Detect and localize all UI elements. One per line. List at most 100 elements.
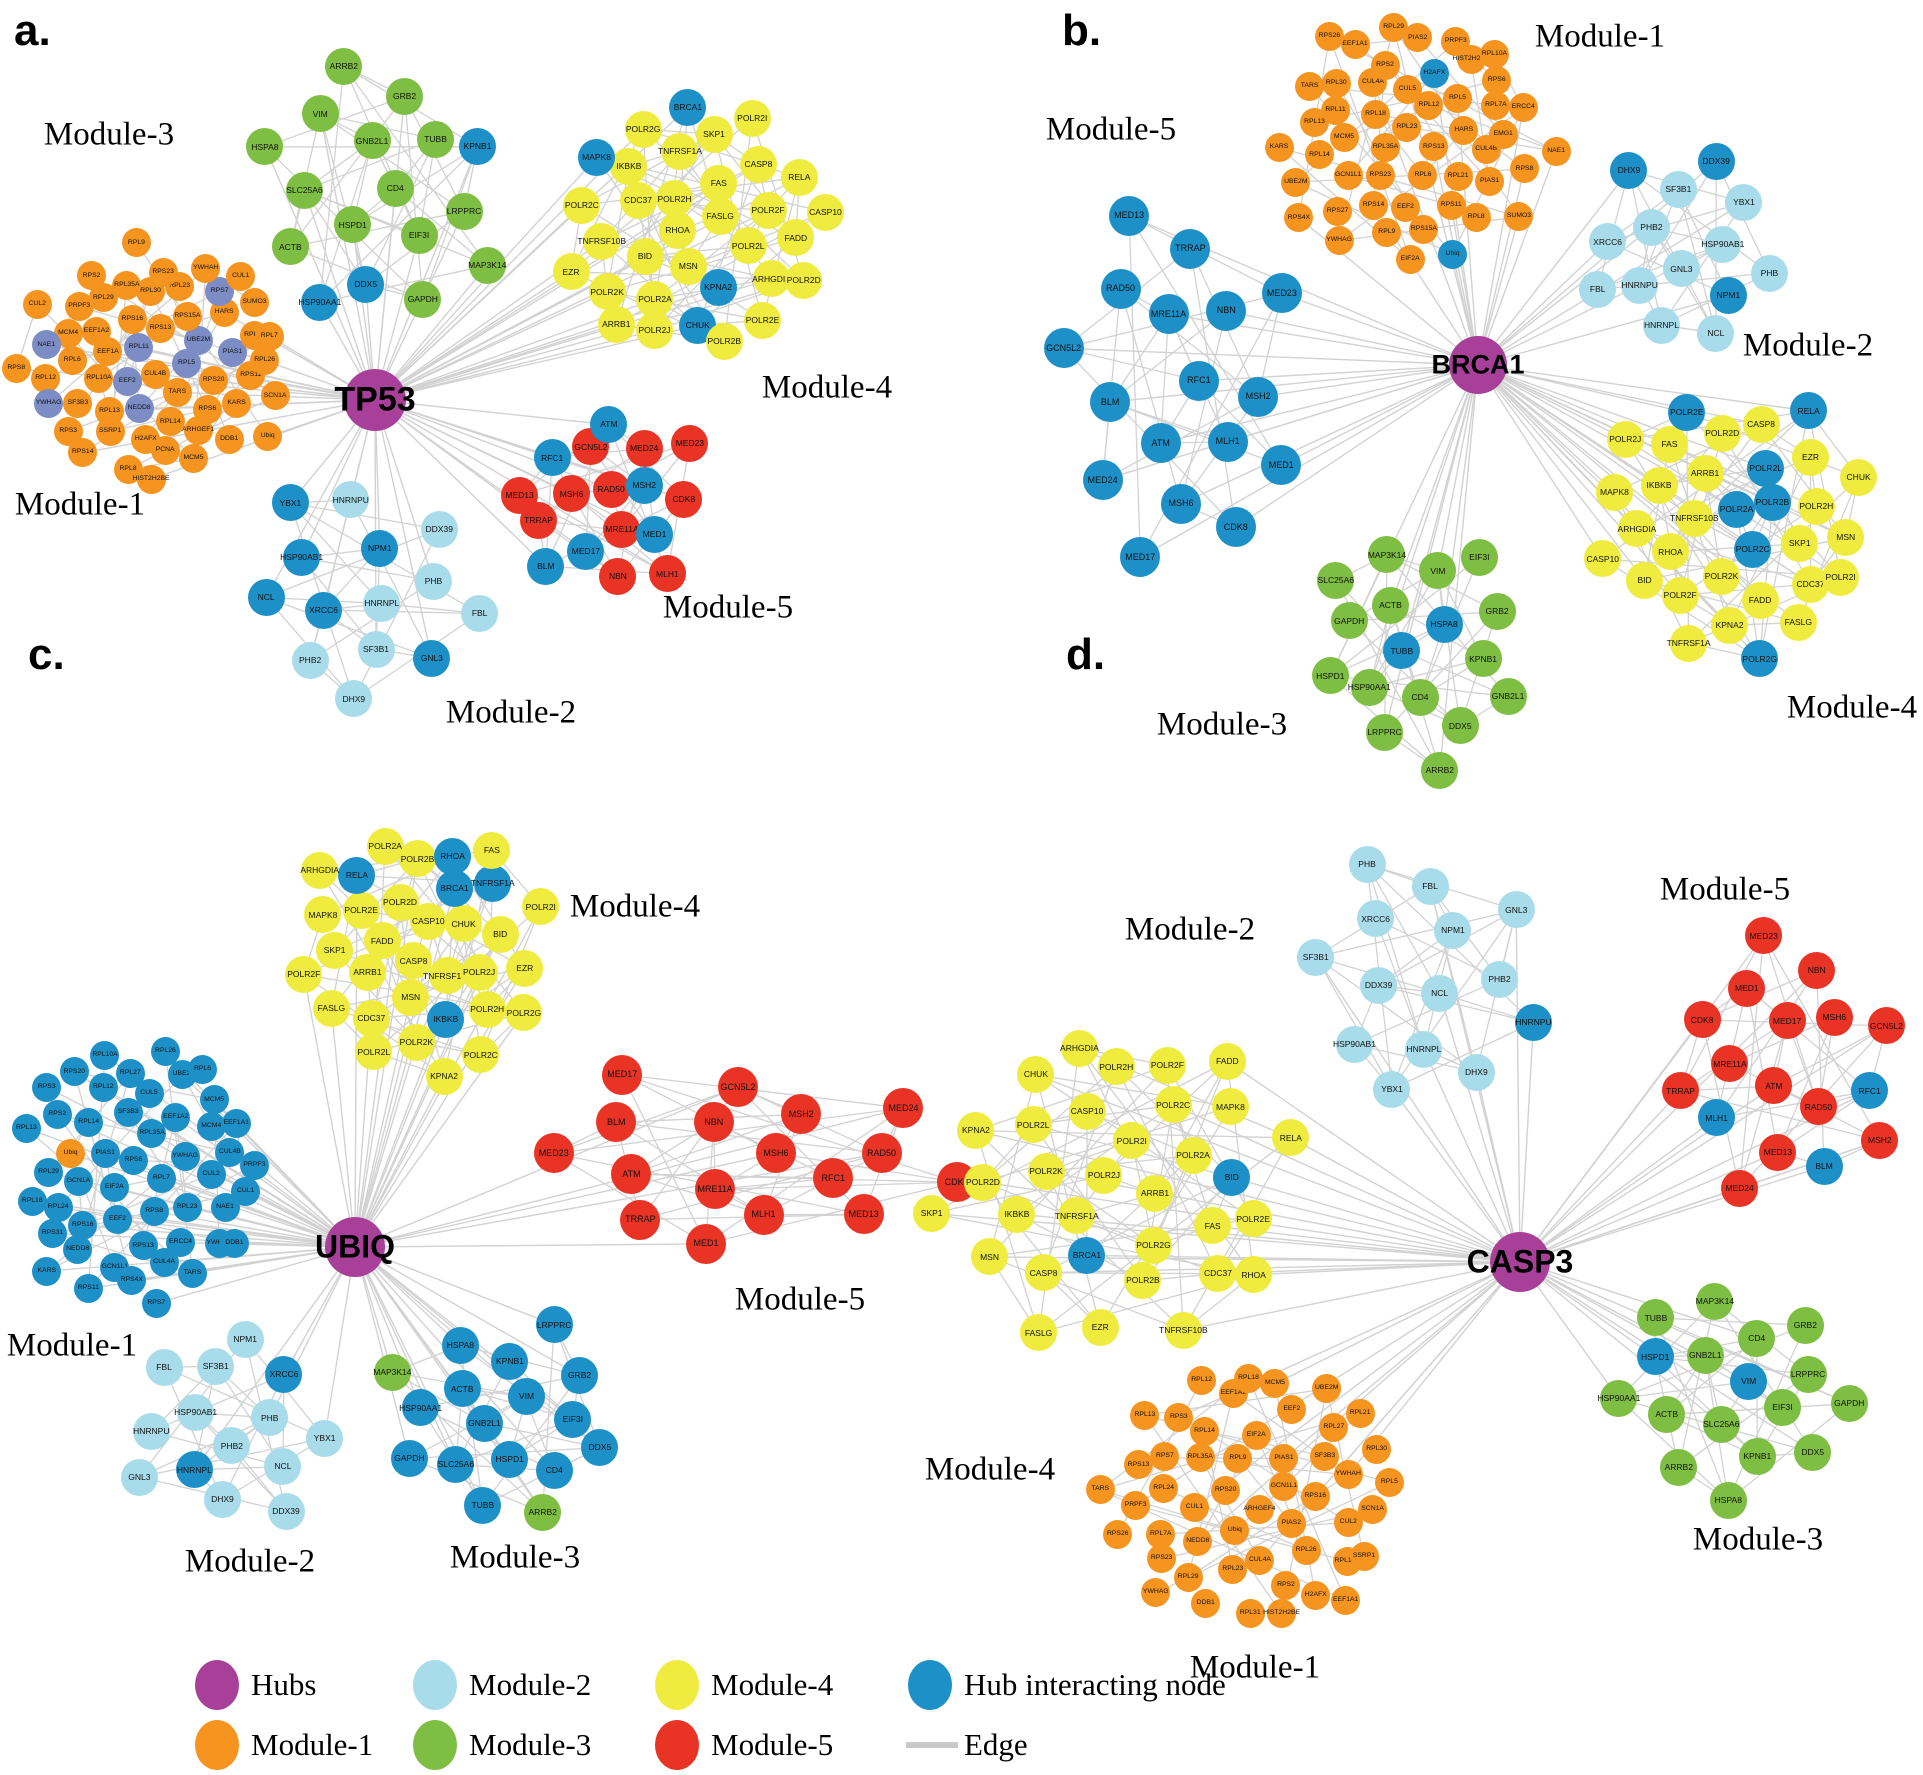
node-tars[interactable]: TARS bbox=[178, 1258, 208, 1288]
node-kpna2[interactable]: KPNA2 bbox=[1711, 606, 1749, 644]
node-phb[interactable]: PHB bbox=[251, 1399, 289, 1437]
node-mre11a[interactable]: MRE11A bbox=[1711, 1045, 1749, 1083]
node-brca1[interactable]: BRCA1 bbox=[669, 88, 707, 126]
node-scn1a[interactable]: SCN1A bbox=[1358, 1495, 1388, 1525]
node-arrb1[interactable]: ARRB1 bbox=[348, 953, 386, 991]
node-ikbkb[interactable]: IKBKB bbox=[998, 1195, 1036, 1233]
node-cdc37[interactable]: CDC37 bbox=[619, 181, 657, 219]
node-scn1a[interactable]: SCN1A bbox=[260, 381, 290, 411]
node-rpl13[interactable]: RPL13 bbox=[1130, 1400, 1160, 1430]
node-rpl12[interactable]: RPL12 bbox=[31, 364, 61, 394]
node-hspd1[interactable]: HSPD1 bbox=[491, 1441, 529, 1479]
node-rpl6[interactable]: RPL6 bbox=[188, 1054, 218, 1084]
node-polr2b[interactable]: POLR2B bbox=[1753, 483, 1791, 521]
node-polr2k[interactable]: POLR2K bbox=[588, 273, 626, 311]
node-rpl29[interactable]: RPL29 bbox=[1173, 1562, 1203, 1592]
node-polr2h[interactable]: POLR2H bbox=[1797, 488, 1835, 526]
node-arrb2[interactable]: ARRB2 bbox=[1660, 1449, 1698, 1487]
node-mcm5[interactable]: MCM5 bbox=[199, 1085, 229, 1115]
node-polr2k[interactable]: POLR2K bbox=[1027, 1153, 1065, 1191]
node-ywhag[interactable]: YWHAG bbox=[34, 389, 64, 419]
node-hspa8[interactable]: HSPA8 bbox=[246, 128, 284, 166]
node-fas[interactable]: FAS bbox=[1650, 425, 1688, 463]
node-polr2k[interactable]: POLR2K bbox=[397, 1023, 435, 1061]
node-ubiq[interactable]: Ubiq bbox=[1438, 239, 1468, 269]
node-hsp90aa1[interactable]: HSP90AA1 bbox=[399, 1389, 442, 1427]
node-kars[interactable]: KARS bbox=[1264, 132, 1294, 162]
node-mlh1[interactable]: MLH1 bbox=[648, 555, 686, 593]
node-rpl35a[interactable]: RPL35A bbox=[1185, 1443, 1215, 1473]
node-rfc1[interactable]: RFC1 bbox=[1178, 360, 1219, 401]
node-mlh1[interactable]: MLH1 bbox=[1698, 1099, 1736, 1137]
node-mcm4[interactable]: MCM4 bbox=[196, 1111, 226, 1141]
node-ube2m[interactable]: UBE2M bbox=[1281, 167, 1311, 197]
node-nedd8[interactable]: NEDD8 bbox=[63, 1234, 93, 1264]
node-actb[interactable]: ACTB bbox=[1371, 586, 1409, 624]
node-msh2[interactable]: MSH2 bbox=[1861, 1121, 1899, 1159]
node-eif3i[interactable]: EIF3I bbox=[1763, 1389, 1801, 1426]
node-polr2b[interactable]: POLR2B bbox=[705, 323, 743, 361]
node-med1[interactable]: MED1 bbox=[636, 516, 673, 554]
node-msh2[interactable]: MSH2 bbox=[625, 466, 663, 504]
node-cul4a[interactable]: CUL4A bbox=[1245, 1545, 1275, 1575]
node-rad50[interactable]: RAD50 bbox=[592, 470, 630, 508]
node-kpnb1[interactable]: KPNB1 bbox=[491, 1342, 529, 1380]
node-lrpprc[interactable]: LRPPRC bbox=[535, 1306, 573, 1344]
node-hsp90ab1[interactable]: HSP90AB1 bbox=[1701, 225, 1744, 263]
node-tnfrsf10b[interactable]: TNFRSF10B bbox=[1670, 500, 1719, 538]
node-rps6[interactable]: RPS6 bbox=[118, 1145, 148, 1175]
node-rpl14[interactable]: RPL14 bbox=[74, 1107, 104, 1137]
node-faslg[interactable]: FASLG bbox=[701, 197, 739, 235]
node-hnrnpu[interactable]: HNRNPU bbox=[1621, 266, 1659, 304]
node-rps4x[interactable]: RPS4X bbox=[1284, 203, 1314, 233]
node-trrap[interactable]: TRRAP bbox=[1170, 228, 1211, 269]
node-rpl29[interactable]: RPL29 bbox=[1379, 12, 1409, 42]
node-actb[interactable]: ACTB bbox=[1648, 1396, 1686, 1434]
node-med23[interactable]: MED23 bbox=[1261, 273, 1302, 314]
node-polr2j[interactable]: POLR2J bbox=[460, 953, 498, 991]
node-bid[interactable]: BID bbox=[626, 238, 664, 275]
node-polr2d[interactable]: POLR2D bbox=[785, 261, 823, 299]
node-sf3b1[interactable]: SF3B1 bbox=[197, 1347, 235, 1385]
node-sf3b1[interactable]: SF3B1 bbox=[357, 630, 395, 668]
node-polr2i[interactable]: POLR2I bbox=[1822, 558, 1860, 596]
node-rps26[interactable]: RPS26 bbox=[1314, 22, 1344, 52]
node-rps14[interactable]: RPS14 bbox=[68, 438, 98, 468]
node-rad50[interactable]: RAD50 bbox=[861, 1133, 902, 1174]
node-grb2[interactable]: GRB2 bbox=[1786, 1306, 1824, 1344]
node-ncl[interactable]: NCL bbox=[264, 1448, 302, 1486]
node-tnfrsf10b[interactable]: TNFRSF10B bbox=[1159, 1311, 1208, 1349]
node-polr2g[interactable]: POLR2G bbox=[1741, 640, 1779, 678]
node-casp10[interactable]: CASP10 bbox=[806, 193, 844, 231]
node-casp8[interactable]: CASP8 bbox=[395, 942, 433, 980]
node-ikbkb[interactable]: IKBKB bbox=[610, 147, 648, 185]
node-hnrnpu[interactable]: HNRNPU bbox=[132, 1413, 170, 1451]
node-rps16[interactable]: RPS16 bbox=[1300, 1481, 1330, 1511]
node-arrb1[interactable]: ARRB1 bbox=[1686, 454, 1724, 492]
node-polr2g[interactable]: POLR2G bbox=[1134, 1226, 1172, 1264]
node-rps11[interactable]: RPS11 bbox=[1436, 190, 1466, 220]
node-rad50[interactable]: RAD50 bbox=[1100, 268, 1141, 309]
node-chuk[interactable]: CHUK bbox=[1840, 458, 1878, 496]
node-rpl5[interactable]: RPL5 bbox=[1443, 83, 1473, 113]
node-rpl8[interactable]: RPL8 bbox=[1461, 202, 1491, 232]
node-eef2[interactable]: EEF2 bbox=[102, 1205, 132, 1235]
node-polr2e[interactable]: POLR2E bbox=[342, 891, 380, 929]
node-ybx1[interactable]: YBX1 bbox=[271, 484, 309, 522]
node-cul4b[interactable]: CUL4B bbox=[215, 1137, 245, 1167]
node-rps2[interactable]: RPS2 bbox=[77, 261, 107, 291]
node-ddx5[interactable]: DDX5 bbox=[1794, 1433, 1832, 1471]
node-cdc37[interactable]: CDC37 bbox=[352, 999, 390, 1037]
node-mre11a[interactable]: MRE11A bbox=[1148, 294, 1189, 335]
node-arrb1[interactable]: ARRB1 bbox=[1136, 1175, 1174, 1213]
node-ube2m[interactable]: UBE2M bbox=[1312, 1374, 1342, 1404]
node-ybx1[interactable]: YBX1 bbox=[306, 1419, 344, 1457]
node-rfc1[interactable]: RFC1 bbox=[533, 439, 571, 477]
node-dhx9[interactable]: DHX9 bbox=[203, 1481, 241, 1519]
node-skp1[interactable]: SKP1 bbox=[695, 115, 733, 153]
node-ezr[interactable]: EZR bbox=[506, 949, 544, 987]
node-ubiq[interactable]: Ubiq bbox=[253, 422, 283, 452]
node-slc25a6[interactable]: SLC25A6 bbox=[1317, 561, 1355, 599]
node-arrb2[interactable]: ARRB2 bbox=[524, 1493, 562, 1531]
node-gapdh[interactable]: GAPDH bbox=[404, 281, 442, 318]
